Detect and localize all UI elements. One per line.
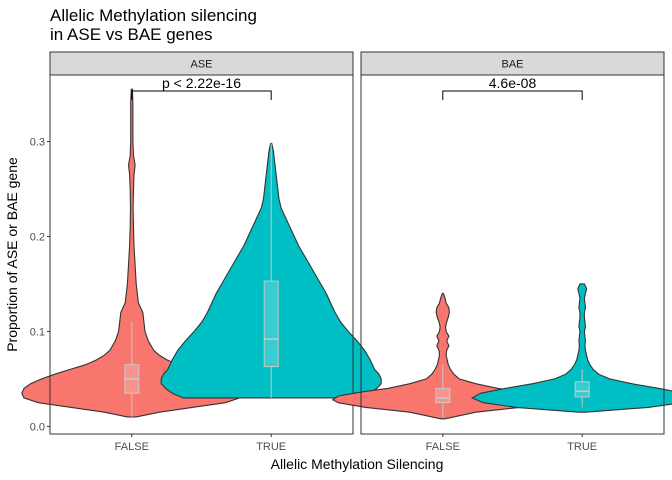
y-tick-label: 0.3 (30, 136, 45, 148)
x-tick-label: FALSE (426, 441, 460, 453)
violin-bae-true (470, 283, 672, 413)
significance-bracket (131, 90, 272, 100)
y-tick-label: 0.2 (30, 231, 45, 243)
facet-strip-label: BAE (501, 59, 523, 71)
p-value-label: 4.6e-08 (489, 75, 537, 91)
x-tick-label: TRUE (567, 441, 597, 453)
violin-bae-false (331, 292, 554, 420)
x-tick-label: FALSE (115, 441, 149, 453)
p-value-label: p < 2.22e-16 (162, 75, 241, 91)
x-tick-label: TRUE (256, 441, 286, 453)
box-iqr (263, 280, 279, 368)
x-axis-title: Allelic Methylation Silencing (271, 456, 444, 472)
chart-title-line-1: Allelic Methylation silencing (50, 6, 257, 25)
facet-strip-label: ASE (190, 59, 212, 71)
significance-bracket (442, 90, 583, 100)
y-tick-label: 0.0 (30, 421, 45, 433)
panel-border-bae (360, 74, 665, 435)
y-tick-label: 0.1 (30, 326, 45, 338)
box-iqr (435, 387, 451, 404)
chart-title-line-2: in ASE vs BAE genes (50, 25, 213, 44)
box-iqr (574, 381, 590, 398)
panel-border-ase (49, 74, 354, 435)
y-axis-title: Proportion of ASE or BAE gene (4, 157, 20, 352)
